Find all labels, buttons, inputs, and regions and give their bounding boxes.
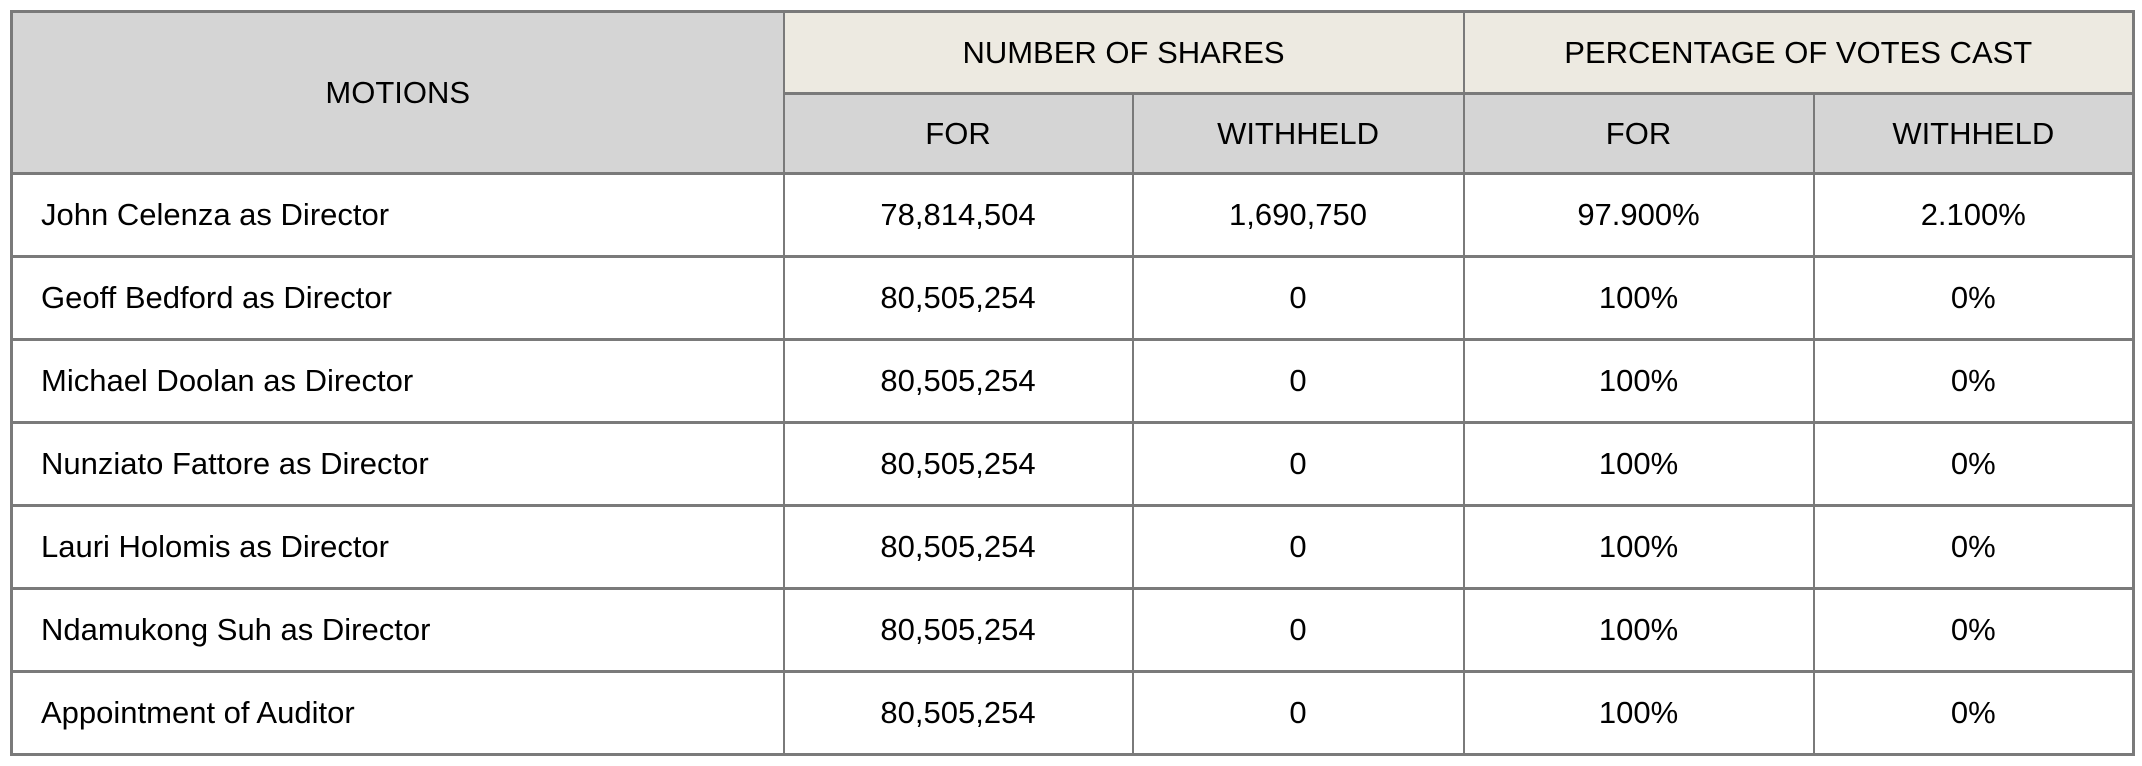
table-row: Nunziato Fattore as Director 80,505,254 … (10, 421, 2135, 507)
motion-cell: Michael Doolan as Director (10, 338, 785, 424)
motion-cell: Lauri Holomis as Director (10, 504, 785, 590)
voting-results-table: MOTIONS NUMBER OF SHARES PERCENTAGE OF V… (10, 10, 2136, 756)
table-row: Lauri Holomis as Director 80,505,254 0 1… (10, 504, 2135, 590)
shares-for-cell: 80,505,254 (782, 670, 1134, 756)
motion-cell: Nunziato Fattore as Director (10, 421, 785, 507)
pct-withheld-cell: 2.100% (1812, 172, 2135, 258)
pct-withheld-cell: 0% (1812, 587, 2135, 673)
pct-for-cell: 100% (1462, 670, 1815, 756)
pct-for-cell: 100% (1462, 587, 1815, 673)
header-percentage-of-votes-cast: PERCENTAGE OF VOTES CAST (1462, 10, 2135, 95)
pct-withheld-cell: 0% (1812, 504, 2135, 590)
table-row: Appointment of Auditor 80,505,254 0 100%… (10, 670, 2135, 756)
pct-withheld-cell: 0% (1812, 670, 2135, 756)
table-row: Michael Doolan as Director 80,505,254 0 … (10, 338, 2135, 424)
shares-withheld-cell: 0 (1131, 504, 1465, 590)
shares-for-cell: 80,505,254 (782, 421, 1134, 507)
pct-for-cell: 97.900% (1462, 172, 1815, 258)
motion-cell: Geoff Bedford as Director (10, 255, 785, 341)
table-row: John Celenza as Director 78,814,504 1,69… (10, 172, 2135, 258)
header-group-row: MOTIONS NUMBER OF SHARES PERCENTAGE OF V… (10, 10, 2135, 175)
subheader-shares-for: FOR (782, 92, 1134, 175)
shares-for-cell: 80,505,254 (782, 255, 1134, 341)
pct-withheld-cell: 0% (1812, 338, 2135, 424)
header-motions: MOTIONS (10, 10, 785, 175)
shares-withheld-cell: 0 (1131, 421, 1465, 507)
shares-for-cell: 80,505,254 (782, 338, 1134, 424)
subheader-pct-for: FOR (1462, 92, 1815, 175)
shares-for-cell: 80,505,254 (782, 587, 1134, 673)
shares-for-cell: 78,814,504 (782, 172, 1134, 258)
subheader-shares-withheld: WITHHELD (1131, 92, 1465, 175)
shares-withheld-cell: 0 (1131, 670, 1465, 756)
subheader-pct-withheld: WITHHELD (1812, 92, 2135, 175)
shares-withheld-cell: 0 (1131, 587, 1465, 673)
shares-withheld-cell: 1,690,750 (1131, 172, 1465, 258)
pct-withheld-cell: 0% (1812, 255, 2135, 341)
pct-for-cell: 100% (1462, 504, 1815, 590)
pct-for-cell: 100% (1462, 255, 1815, 341)
motion-cell: Ndamukong Suh as Director (10, 587, 785, 673)
table-row: Geoff Bedford as Director 80,505,254 0 1… (10, 255, 2135, 341)
pct-withheld-cell: 0% (1812, 421, 2135, 507)
header-number-of-shares: NUMBER OF SHARES (782, 10, 1465, 95)
motion-cell: Appointment of Auditor (10, 670, 785, 756)
pct-for-cell: 100% (1462, 338, 1815, 424)
shares-withheld-cell: 0 (1131, 338, 1465, 424)
motion-cell: John Celenza as Director (10, 172, 785, 258)
shares-withheld-cell: 0 (1131, 255, 1465, 341)
table-row: Ndamukong Suh as Director 80,505,254 0 1… (10, 587, 2135, 673)
shares-for-cell: 80,505,254 (782, 504, 1134, 590)
header-sub-row: FOR WITHHELD FOR WITHHELD (12, 92, 2135, 175)
pct-for-cell: 100% (1462, 421, 1815, 507)
